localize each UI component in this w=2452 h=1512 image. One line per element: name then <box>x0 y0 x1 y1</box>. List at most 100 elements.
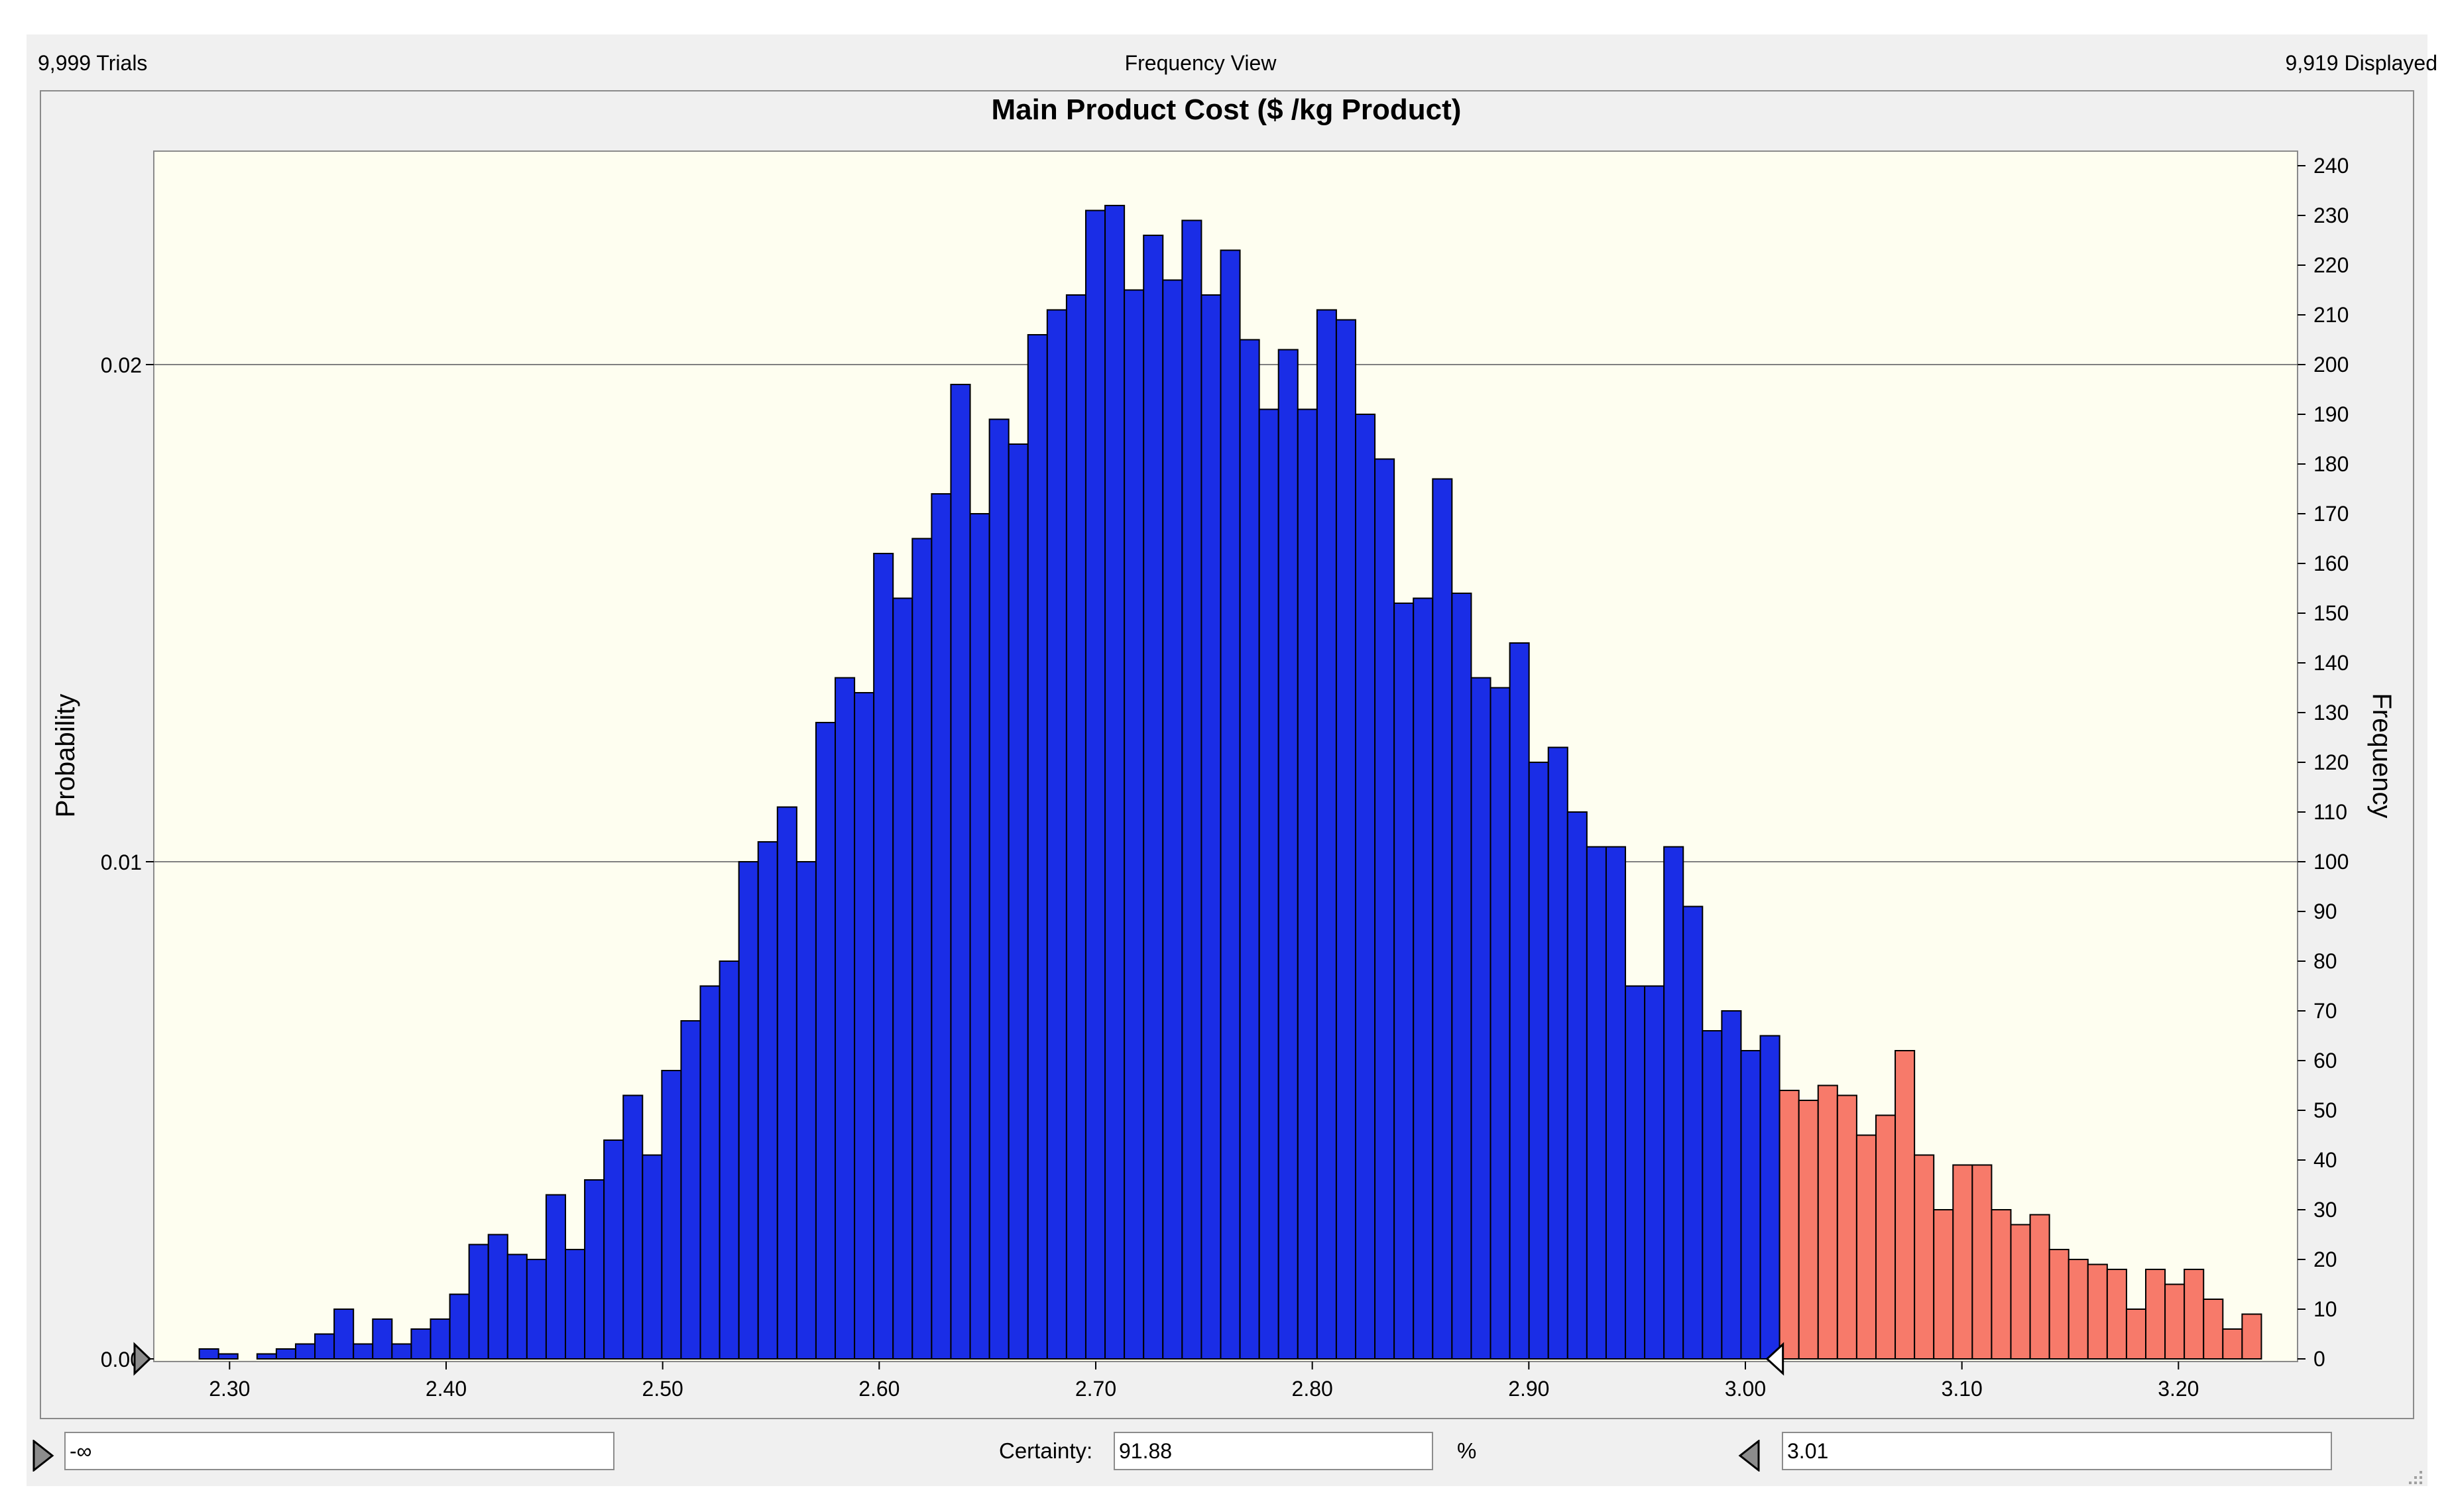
histogram-bar <box>1220 249 1241 1360</box>
histogram-bar-outside <box>2241 1313 2262 1360</box>
histogram-bar-outside <box>2010 1224 2031 1360</box>
histogram-bar <box>1432 478 1453 1360</box>
trials-count: 9,999 Trials <box>38 51 148 75</box>
histogram-bar <box>430 1318 451 1360</box>
histogram-bar <box>1297 408 1318 1360</box>
histogram-bar-outside <box>1933 1209 1954 1360</box>
histogram-bar <box>1509 642 1530 1360</box>
histogram-bar-outside <box>2048 1249 2070 1360</box>
histogram-bar <box>256 1353 277 1360</box>
frequency-tick-label: 160 <box>2313 552 2349 575</box>
histogram-bar <box>1740 1050 1761 1360</box>
x-tick-label: 3.20 <box>2158 1377 2199 1401</box>
histogram-bar <box>1143 235 1164 1360</box>
upper-certainty-grabber[interactable] <box>1765 1342 1784 1376</box>
frequency-tick-label: 80 <box>2313 949 2337 973</box>
frequency-tick-label: 110 <box>2313 800 2347 824</box>
right-triangle-icon <box>32 1440 54 1472</box>
histogram-bar-outside <box>1817 1084 1838 1360</box>
frequency-tick-label: 10 <box>2313 1297 2337 1321</box>
x-tick-label: 2.70 <box>1075 1377 1116 1401</box>
certainty-input[interactable]: 91.88 <box>1114 1432 1433 1470</box>
histogram-bar <box>372 1318 393 1360</box>
histogram-bar-outside <box>1952 1164 1973 1360</box>
histogram-bar <box>1470 677 1491 1360</box>
histogram-bar-outside <box>1798 1100 1819 1360</box>
histogram-bar <box>950 384 971 1360</box>
histogram-bar <box>584 1179 605 1360</box>
histogram-bar <box>776 806 797 1360</box>
histogram-bar <box>1682 905 1704 1360</box>
histogram-bar <box>333 1308 355 1360</box>
histogram-bar-outside <box>2145 1269 2166 1360</box>
histogram-bar <box>353 1343 374 1360</box>
histogram-bar <box>1605 846 1627 1360</box>
x-axis: 2.30 2.40 2.50 2.60 2.70 2.80 2.90 3.00 3.10 3.20 <box>209 1362 2199 1401</box>
x-tick-label: 3.00 <box>1725 1377 1766 1401</box>
histogram-bar <box>526 1259 547 1360</box>
resize-grip-icon[interactable] <box>2406 1468 2423 1485</box>
histogram-bar <box>1702 1030 1723 1360</box>
histogram-bar-outside <box>2203 1299 2224 1360</box>
histogram-bar <box>1393 603 1415 1360</box>
probability-axis-label: Probability <box>51 694 80 818</box>
frequency-tick-label: 220 <box>2313 253 2349 277</box>
percent-label: % <box>1457 1438 1477 1463</box>
histogram-chart: Main Product Cost ($ /kg Product) 0.000.… <box>51 93 2396 1401</box>
upper-grabber-button[interactable] <box>1738 1440 1761 1472</box>
histogram-bar <box>969 513 990 1360</box>
frequency-tick-label: 210 <box>2313 303 2349 327</box>
x-tick-label: 2.40 <box>426 1377 467 1401</box>
frequency-tick-label: 120 <box>2313 750 2349 774</box>
histogram-bar <box>1239 339 1260 1360</box>
histogram-bar-outside <box>1836 1094 1857 1360</box>
histogram-bar <box>1046 309 1067 1360</box>
frequency-tick-label: 0 <box>2313 1347 2325 1371</box>
histogram-bar-outside <box>2068 1259 2089 1360</box>
histogram-bar <box>1374 458 1395 1360</box>
histogram-bar-outside <box>1779 1090 1800 1360</box>
histogram-bar <box>410 1328 432 1360</box>
histogram-bar-outside <box>2184 1269 2205 1360</box>
histogram-bar-outside <box>2222 1328 2243 1360</box>
histogram-bar <box>1104 205 1126 1360</box>
upper-bound-input[interactable]: 3.01 <box>1782 1432 2332 1470</box>
histogram-bar <box>719 960 740 1360</box>
histogram-bar <box>1489 687 1511 1360</box>
lower-bound-input[interactable]: -∞ <box>64 1432 614 1470</box>
left-triangle-icon <box>1738 1440 1760 1472</box>
histogram-bar <box>275 1348 296 1360</box>
histogram-bar-outside <box>2164 1283 2186 1360</box>
histogram-bar <box>1413 597 1434 1360</box>
histogram-bar <box>1162 279 1183 1360</box>
probability-axis: 0.000.010.02 <box>101 353 154 1371</box>
histogram-bar-outside <box>2106 1269 2127 1360</box>
histogram-bar <box>738 861 759 1360</box>
histogram-bar <box>1181 219 1202 1360</box>
frequency-tick-label: 240 <box>2313 154 2349 178</box>
frequency-tick-label: 190 <box>2313 402 2349 426</box>
lower-grabber-button[interactable] <box>32 1440 54 1472</box>
view-title: Frequency View <box>1124 51 1277 75</box>
lower-certainty-grabber[interactable] <box>133 1342 152 1376</box>
histogram-bar <box>892 597 913 1360</box>
histogram-bar <box>931 493 952 1360</box>
histogram-bar <box>1586 846 1607 1360</box>
frequency-tick-label: 70 <box>2313 999 2337 1023</box>
frequency-axis: 0 10 20 30 40 50 60 70 80 90 100 110 120 130 140 150 160… <box>2298 154 2349 1371</box>
histogram-bar <box>1258 408 1279 1360</box>
histogram-bar <box>1124 289 1145 1360</box>
histogram-bar <box>1625 985 1646 1360</box>
x-tick-label: 2.30 <box>209 1377 250 1401</box>
histogram-bar <box>1566 811 1588 1360</box>
frequency-tick-label: 230 <box>2313 204 2349 227</box>
histogram-bar <box>1065 294 1086 1360</box>
histogram-bar <box>835 677 856 1360</box>
histogram-bar <box>314 1333 335 1360</box>
histogram-bar <box>642 1154 663 1360</box>
frequency-tick-label: 50 <box>2313 1098 2337 1122</box>
right-triangle-icon <box>133 1342 152 1376</box>
histogram-bar <box>1721 1010 1742 1360</box>
frequency-axis-label: Frequency <box>2367 693 2396 819</box>
probability-tick-label: 0.02 <box>101 353 142 377</box>
